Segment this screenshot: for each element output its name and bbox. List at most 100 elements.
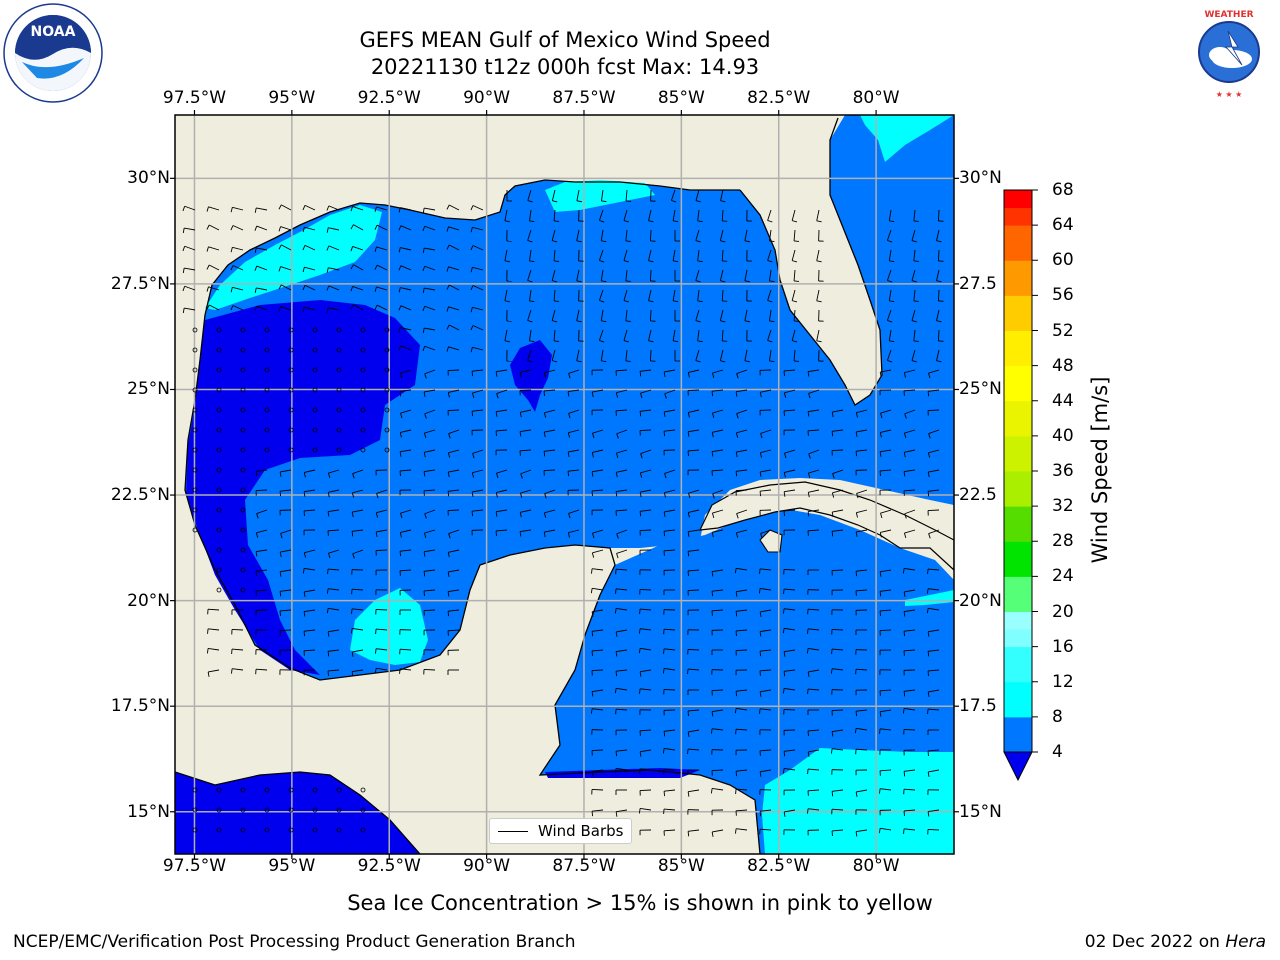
- wind-barb: [288, 367, 294, 373]
- colorbar-tick-label: 28: [1052, 531, 1074, 552]
- wind-barb: [336, 447, 342, 453]
- wind-barb: [384, 367, 390, 373]
- wind-barb: [375, 529, 388, 537]
- central-america-coast: [175, 771, 421, 854]
- wind-barb: [639, 509, 652, 517]
- wind-barb: [375, 648, 388, 654]
- wind-barb: [615, 588, 628, 594]
- wind-barb: [399, 389, 412, 397]
- wind-barb: [783, 809, 796, 817]
- wind-barb: [255, 529, 268, 538]
- wind-barb: [375, 469, 388, 476]
- wind-barb: [688, 489, 700, 499]
- wind-barb: [216, 527, 222, 533]
- wind-barb: [880, 409, 892, 419]
- longitude-tick-label: 90°W: [463, 856, 511, 876]
- wind-barb: [767, 329, 773, 343]
- wind-barb: [855, 649, 868, 655]
- wind-barb: [216, 467, 222, 473]
- wind-barb: [591, 509, 604, 516]
- wind-barb: [254, 287, 268, 293]
- wind-barb: [648, 289, 654, 303]
- wind-barb: [625, 309, 631, 322]
- wind-barb: [471, 389, 484, 398]
- wind-barb: [506, 269, 512, 282]
- wind-barb: [614, 767, 628, 774]
- colorbar-tick-label: 20: [1052, 601, 1074, 622]
- wind-barb: [711, 389, 724, 397]
- wind-barb: [470, 346, 484, 353]
- wind-barb: [506, 229, 512, 242]
- footer-date-text: 02 Dec 2022 on: [1084, 932, 1226, 952]
- wind-barb: [687, 449, 700, 456]
- wind-barb: [447, 469, 460, 478]
- colorbar-segment: [1004, 295, 1032, 314]
- wind-barb: [746, 289, 752, 302]
- wind-barb: [303, 609, 316, 617]
- wind-barb: [744, 349, 750, 363]
- wind-barb: [639, 529, 652, 536]
- wind-barb: [519, 489, 532, 498]
- wind-barb: [711, 569, 724, 577]
- wind-barb: [578, 249, 584, 262]
- colorbar-tick-label: 64: [1052, 215, 1074, 236]
- wind-barb: [302, 306, 316, 313]
- wind-barb: [360, 827, 366, 833]
- wind-barb: [240, 807, 246, 813]
- wind-barb: [937, 209, 944, 222]
- wind-barb: [446, 226, 460, 232]
- wind-barb: [351, 649, 364, 657]
- wind-barb: [807, 789, 820, 796]
- wind-barb: [878, 827, 892, 834]
- wind-barb: [879, 589, 892, 597]
- wind-barb: [831, 489, 844, 498]
- wind-barb: [551, 189, 558, 203]
- wind-barb: [783, 429, 796, 436]
- wind-barb: [903, 649, 916, 656]
- wind-barb: [736, 509, 748, 519]
- wind-barb: [735, 609, 748, 617]
- longitude-tick-label: 87.5°W: [552, 88, 616, 108]
- wind-barb: [303, 509, 316, 516]
- wind-barb: [592, 529, 604, 539]
- wind-barb: [855, 509, 868, 518]
- wind-barb: [903, 769, 916, 777]
- wind-barb: [399, 429, 412, 438]
- wind-barb: [711, 629, 724, 636]
- wind-barb: [423, 569, 436, 577]
- wind-barb: [375, 509, 388, 518]
- wind-barb: [398, 225, 412, 231]
- wind-barb: [663, 688, 676, 695]
- wind-barb: [782, 768, 796, 774]
- wind-barb: [446, 244, 460, 251]
- wind-barb: [758, 588, 772, 594]
- wind-barb: [879, 529, 892, 538]
- colorbar-segment: [1004, 400, 1032, 419]
- wind-barb: [216, 567, 222, 573]
- wind-barb: [591, 609, 604, 617]
- wind-barb: [553, 289, 560, 302]
- wind-barb: [879, 449, 892, 457]
- wind-barb: [327, 489, 340, 498]
- wind-barb: [302, 244, 316, 251]
- wind-barb: [279, 629, 292, 636]
- wind-barb: [687, 609, 700, 616]
- wind-barb: [447, 369, 460, 376]
- wind-barb: [879, 389, 892, 396]
- colorbar-segment: [1004, 435, 1032, 454]
- wind-barb: [591, 649, 604, 656]
- wind-barb: [639, 608, 652, 615]
- wind-barb: [336, 387, 342, 393]
- wind-barb: [240, 427, 246, 433]
- wind-barb: [746, 249, 752, 262]
- svg-text:★ ★ ★: ★ ★ ★: [1216, 90, 1243, 99]
- wind-barb: [519, 509, 532, 518]
- colorbar-tick-label: 16: [1052, 636, 1074, 657]
- wind-barb: [279, 509, 292, 516]
- wind-barb: [927, 689, 940, 697]
- wind-barb: [527, 349, 533, 363]
- wind-barb: [279, 489, 292, 497]
- wind-barb: [663, 729, 676, 737]
- wind-barb: [182, 267, 196, 274]
